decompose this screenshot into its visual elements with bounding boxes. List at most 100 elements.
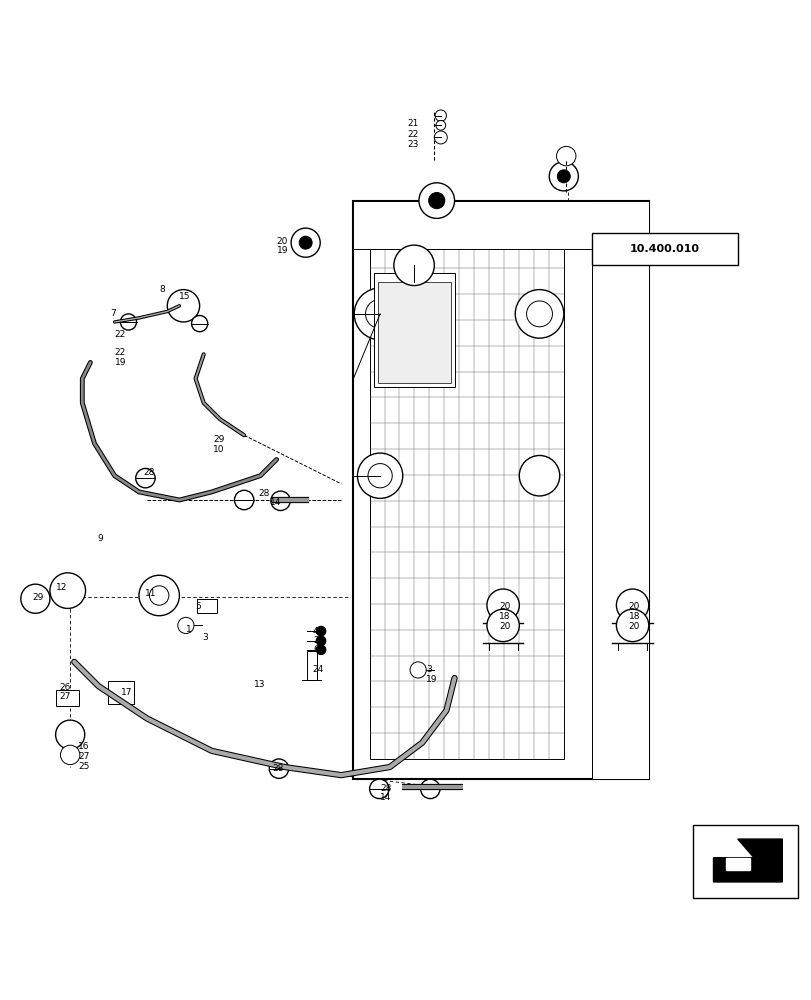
Text: 23: 23 — [407, 140, 418, 149]
Circle shape — [434, 131, 447, 144]
Text: 29: 29 — [213, 435, 225, 444]
Text: 26: 26 — [59, 683, 71, 692]
Circle shape — [135, 468, 155, 488]
FancyBboxPatch shape — [353, 201, 648, 249]
Text: 28: 28 — [272, 764, 284, 773]
Text: 4: 4 — [312, 627, 318, 636]
FancyBboxPatch shape — [373, 273, 454, 387]
FancyBboxPatch shape — [197, 599, 217, 613]
Text: 19: 19 — [277, 246, 288, 255]
Circle shape — [191, 315, 208, 332]
Circle shape — [616, 609, 648, 642]
Circle shape — [526, 301, 551, 327]
Text: 20: 20 — [277, 237, 288, 246]
Circle shape — [60, 745, 79, 765]
Text: 17: 17 — [121, 688, 132, 697]
Text: 5: 5 — [195, 602, 201, 611]
Text: 28: 28 — [259, 489, 270, 498]
Text: 21: 21 — [407, 119, 418, 128]
Text: 18: 18 — [499, 612, 510, 621]
Circle shape — [315, 626, 325, 636]
Circle shape — [487, 609, 519, 642]
Text: 13: 13 — [254, 680, 265, 689]
Bar — [693, 825, 797, 898]
Circle shape — [269, 759, 288, 778]
Text: 15: 15 — [179, 292, 191, 301]
FancyBboxPatch shape — [56, 690, 79, 706]
Circle shape — [290, 228, 320, 257]
Text: 14: 14 — [380, 793, 391, 802]
Circle shape — [519, 455, 559, 496]
Text: 20: 20 — [499, 622, 510, 631]
Text: 22: 22 — [114, 348, 126, 357]
Circle shape — [515, 290, 563, 338]
FancyBboxPatch shape — [108, 681, 134, 704]
Polygon shape — [725, 858, 749, 870]
Circle shape — [616, 589, 648, 621]
Bar — [591, 233, 737, 265]
Text: 7: 7 — [110, 309, 116, 318]
Text: 1: 1 — [186, 625, 191, 634]
FancyBboxPatch shape — [369, 217, 563, 759]
Text: 9: 9 — [97, 534, 102, 543]
Text: 20: 20 — [628, 622, 639, 631]
Circle shape — [149, 586, 169, 605]
Circle shape — [234, 490, 254, 510]
Circle shape — [315, 645, 325, 655]
Circle shape — [139, 575, 179, 616]
FancyBboxPatch shape — [307, 651, 316, 680]
Text: 27: 27 — [78, 752, 89, 761]
Circle shape — [50, 573, 85, 608]
Circle shape — [167, 290, 200, 322]
Text: 28: 28 — [143, 468, 154, 477]
Circle shape — [556, 170, 569, 183]
Circle shape — [410, 662, 426, 678]
Circle shape — [436, 120, 445, 130]
Circle shape — [367, 464, 392, 488]
Circle shape — [393, 245, 434, 286]
Circle shape — [357, 453, 402, 498]
Text: 22: 22 — [407, 130, 418, 139]
Circle shape — [418, 183, 454, 218]
Text: 12: 12 — [56, 583, 67, 592]
Text: 18: 18 — [628, 612, 639, 621]
Text: 3: 3 — [426, 665, 431, 674]
Circle shape — [435, 110, 446, 121]
Circle shape — [298, 236, 311, 249]
Text: 28: 28 — [380, 784, 391, 793]
Circle shape — [556, 146, 575, 166]
Text: 8: 8 — [159, 285, 165, 294]
Text: 14: 14 — [270, 498, 281, 507]
Circle shape — [369, 779, 388, 799]
Circle shape — [365, 299, 394, 328]
Text: 25: 25 — [78, 762, 89, 771]
FancyBboxPatch shape — [591, 201, 648, 779]
Text: 27: 27 — [59, 692, 71, 701]
Circle shape — [487, 589, 519, 621]
Text: 10: 10 — [213, 445, 225, 454]
Circle shape — [55, 720, 84, 749]
Text: 19: 19 — [114, 358, 126, 367]
Text: 3: 3 — [202, 633, 208, 642]
Text: 22: 22 — [114, 330, 126, 339]
Text: 2: 2 — [312, 636, 318, 645]
Text: 29: 29 — [32, 593, 44, 602]
Circle shape — [428, 192, 444, 209]
Text: 24: 24 — [311, 665, 323, 674]
Text: 20: 20 — [499, 602, 510, 611]
FancyBboxPatch shape — [377, 282, 450, 383]
Polygon shape — [713, 839, 781, 882]
Circle shape — [315, 636, 325, 646]
Circle shape — [420, 779, 440, 799]
Circle shape — [354, 288, 406, 340]
FancyBboxPatch shape — [353, 201, 648, 779]
Text: 20: 20 — [628, 602, 639, 611]
Circle shape — [178, 617, 194, 634]
Text: 6: 6 — [312, 645, 318, 654]
Text: 19: 19 — [426, 675, 437, 684]
Text: 10.400.010: 10.400.010 — [629, 244, 699, 254]
Circle shape — [21, 584, 50, 613]
Circle shape — [271, 491, 290, 511]
Circle shape — [548, 162, 577, 191]
Text: 11: 11 — [145, 589, 157, 598]
